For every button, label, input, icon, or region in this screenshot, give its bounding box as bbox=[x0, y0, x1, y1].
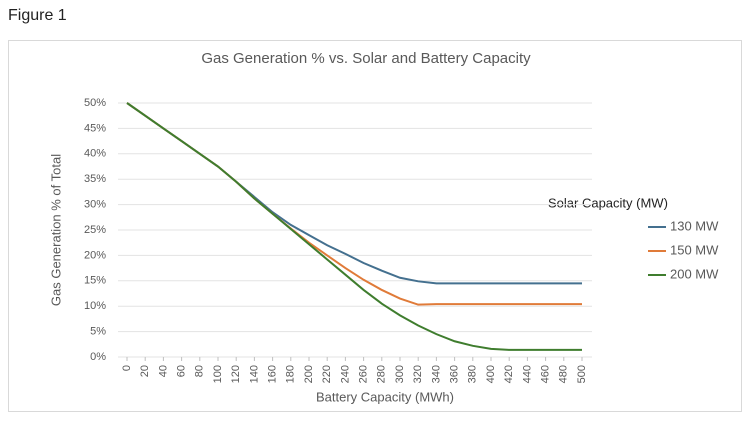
figure-label: Figure 1 bbox=[8, 7, 67, 24]
x-tick-label: 340 bbox=[430, 365, 442, 383]
x-tick-label: 20 bbox=[139, 365, 151, 377]
y-axis-title: Gas Generation % of Total bbox=[48, 154, 63, 306]
x-tick-label: 60 bbox=[176, 365, 188, 377]
y-tick-label: 30% bbox=[84, 199, 106, 211]
x-tick-label: 280 bbox=[376, 365, 388, 383]
x-tick-label: 160 bbox=[267, 365, 279, 383]
chart-title: Gas Generation % vs. Solar and Battery C… bbox=[201, 50, 531, 67]
x-tick-label: 380 bbox=[467, 365, 479, 383]
x-tick-label: 120 bbox=[230, 365, 242, 383]
y-tick-label: 20% bbox=[84, 249, 106, 261]
y-tick-label: 0% bbox=[90, 351, 106, 363]
x-tick-label: 500 bbox=[576, 365, 588, 383]
legend-label: 130 MW bbox=[670, 218, 719, 233]
chart-frame bbox=[8, 40, 742, 412]
x-tick-label: 240 bbox=[339, 365, 351, 383]
x-tick-label: 140 bbox=[248, 365, 260, 383]
x-tick-label: 360 bbox=[449, 365, 461, 383]
x-tick-label: 260 bbox=[358, 365, 370, 383]
x-tick-label: 100 bbox=[212, 365, 224, 383]
x-tick-label: 400 bbox=[485, 365, 497, 383]
x-tick-label: 220 bbox=[321, 365, 333, 383]
legend-label: 150 MW bbox=[670, 242, 719, 257]
x-tick-label: 320 bbox=[412, 365, 424, 383]
y-tick-label: 50% bbox=[84, 97, 106, 109]
y-tick-label: 40% bbox=[84, 148, 106, 160]
y-tick-label: 25% bbox=[84, 224, 106, 236]
x-tick-label: 480 bbox=[558, 365, 570, 383]
y-tick-label: 45% bbox=[84, 122, 106, 134]
x-tick-label: 300 bbox=[394, 365, 406, 383]
x-tick-label: 0 bbox=[121, 365, 133, 371]
x-tick-label: 200 bbox=[303, 365, 315, 383]
y-tick-label: 15% bbox=[84, 275, 106, 287]
x-tick-label: 440 bbox=[521, 365, 533, 383]
x-axis-title: Battery Capacity (MWh) bbox=[316, 389, 454, 404]
y-tick-label: 35% bbox=[84, 173, 106, 185]
x-tick-label: 180 bbox=[285, 365, 297, 383]
x-tick-label: 40 bbox=[157, 365, 169, 377]
x-tick-label: 420 bbox=[503, 365, 515, 383]
y-tick-label: 5% bbox=[90, 326, 106, 338]
x-tick-label: 80 bbox=[194, 365, 206, 377]
series-line bbox=[126, 102, 582, 351]
legend-label: 200 MW bbox=[670, 266, 719, 281]
y-tick-label: 10% bbox=[84, 300, 106, 312]
x-tick-label: 460 bbox=[540, 365, 552, 383]
legend-title: Solar Capacity (MW) bbox=[548, 195, 668, 210]
